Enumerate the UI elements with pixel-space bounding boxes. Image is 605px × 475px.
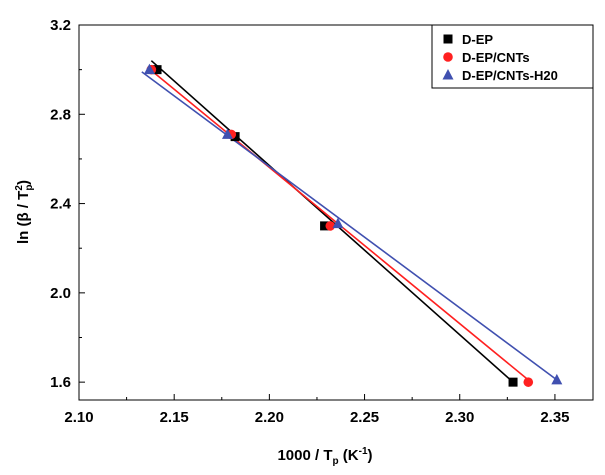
legend-marker-d-ep-cnts-h20 xyxy=(442,69,454,80)
x-tick-label: 2.15 xyxy=(160,409,189,426)
point-d-ep-cnts-h20 xyxy=(551,373,563,385)
legend-label-d-ep: D-EP xyxy=(462,32,493,47)
x-tick-label: 2.20 xyxy=(255,409,284,426)
x-tick-label: 2.25 xyxy=(350,409,379,426)
y-tick-label: 3.2 xyxy=(50,17,71,34)
legend-marker-d-ep-cnts xyxy=(443,52,453,62)
legend: D-EP D-EP/CNTs D-EP/CNTs-H20 xyxy=(431,24,594,89)
point-d-ep xyxy=(508,377,518,387)
point-d-ep-cnts-h20 xyxy=(332,217,344,229)
point-d-ep-cnts xyxy=(523,377,534,387)
y-tick-label: 1.6 xyxy=(50,374,71,391)
plot-frame xyxy=(78,24,594,401)
point-d-ep-cnts xyxy=(325,221,336,231)
point-d-ep-cnts-h20 xyxy=(221,128,233,139)
x-axis: 2.10 2.15 2.20 2.25 2.30 2.35 xyxy=(64,394,570,426)
y-tick-label: 2.8 xyxy=(50,106,71,123)
x-tick-label: 2.30 xyxy=(445,409,474,426)
point-d-ep xyxy=(152,65,162,75)
fit-line-d-ep xyxy=(150,60,514,383)
legend-label-d-ep-cnts-h20: D-EP/CNTs-H20 xyxy=(462,68,558,83)
fit-line-d-ep-cnts-h20 xyxy=(141,71,558,381)
x-axis-title: 1000 / Tp (K-1) xyxy=(277,446,372,467)
point-d-ep xyxy=(320,221,330,231)
fit-lines xyxy=(141,60,558,383)
y-axis-title: ln (β / Tp2) xyxy=(14,180,35,244)
x-tick-label: 2.10 xyxy=(64,409,93,426)
y-tick-label: 2.0 xyxy=(50,285,71,302)
legend-label-d-ep-cnts: D-EP/CNTs xyxy=(462,50,530,65)
x-tick-label: 2.35 xyxy=(540,409,569,426)
y-axis: 1.6 2.0 2.4 2.8 3.2 xyxy=(50,17,85,391)
legend-box xyxy=(431,24,594,89)
point-d-ep-cnts-h20 xyxy=(143,63,155,75)
legend-marker-d-ep xyxy=(443,34,453,44)
y-tick-label: 2.4 xyxy=(50,196,72,213)
data-points xyxy=(143,63,563,387)
